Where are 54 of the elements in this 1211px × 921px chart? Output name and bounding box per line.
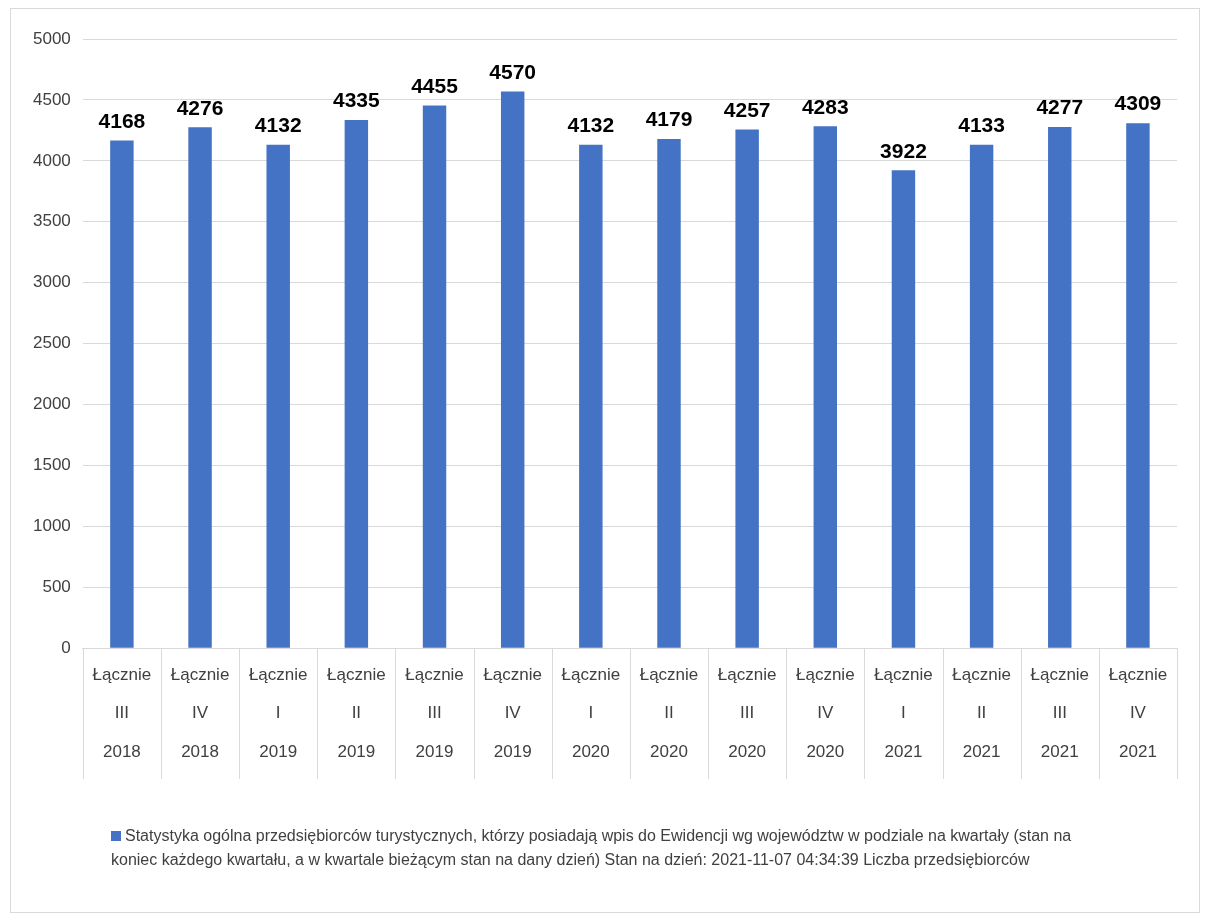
bar bbox=[422, 105, 447, 648]
data-label: 4455 bbox=[411, 73, 459, 97]
y-tick-label: 3000 bbox=[32, 272, 71, 292]
x-tick-label: Łącznie I 2020 bbox=[561, 665, 621, 761]
x-tick-label: Łącznie III 2021 bbox=[1030, 665, 1090, 761]
y-tick-label: 1000 bbox=[32, 516, 71, 536]
data-label: 4277 bbox=[1036, 95, 1084, 119]
x-tick-label: Łącznie III 2020 bbox=[717, 665, 777, 761]
data-label: 4132 bbox=[254, 113, 302, 137]
bar bbox=[735, 129, 759, 648]
x-tick-label: Łącznie IV 2018 bbox=[170, 665, 230, 761]
bar bbox=[344, 120, 369, 648]
y-tick-label: 4000 bbox=[32, 150, 71, 170]
x-tick-label: Łącznie IV 2019 bbox=[483, 665, 542, 761]
bar bbox=[813, 126, 838, 648]
data-label: 4309 bbox=[1114, 91, 1162, 115]
x-tick-label: Łącznie III 2019 bbox=[405, 665, 464, 761]
x-tick-label: Łącznie II 2021 bbox=[952, 665, 1011, 761]
data-label: 4276 bbox=[176, 95, 224, 119]
bar bbox=[1048, 127, 1072, 648]
bar bbox=[500, 91, 525, 648]
bar bbox=[266, 144, 290, 648]
y-tick-label: 2500 bbox=[32, 333, 71, 353]
y-tick-label: 5000 bbox=[32, 28, 71, 48]
bar bbox=[1126, 123, 1150, 648]
bar bbox=[969, 144, 994, 648]
x-tick-label: Łącznie IV 2020 bbox=[795, 665, 855, 761]
data-label: 4335 bbox=[333, 88, 381, 112]
data-label: 4570 bbox=[489, 59, 537, 83]
data-label: 4283 bbox=[801, 94, 849, 118]
y-tick-label: 4500 bbox=[32, 89, 71, 109]
bar bbox=[657, 139, 681, 648]
data-label: 4133 bbox=[958, 112, 1005, 136]
data-label: 4257 bbox=[723, 97, 771, 121]
data-label: 4132 bbox=[567, 113, 615, 137]
y-tick-label: 0 bbox=[61, 637, 71, 657]
bar bbox=[188, 127, 212, 648]
y-tick-label: 500 bbox=[42, 577, 71, 597]
y-tick-label: 3500 bbox=[32, 211, 71, 231]
x-tick-label: Łącznie II 2020 bbox=[639, 665, 699, 761]
x-tick-label: Łącznie I 2021 bbox=[874, 665, 933, 761]
x-tick-label: Łącznie III 2018 bbox=[92, 665, 152, 761]
x-tick-label: Łącznie IV 2021 bbox=[1108, 665, 1168, 761]
data-label: 4168 bbox=[98, 108, 146, 132]
bar bbox=[110, 140, 134, 648]
x-tick-label: Łącznie II 2019 bbox=[327, 665, 386, 761]
bar bbox=[579, 144, 603, 648]
x-tick-label: Łącznie I 2019 bbox=[248, 665, 308, 761]
y-tick-label: 2000 bbox=[32, 394, 71, 414]
bar bbox=[891, 170, 916, 648]
y-tick-label: 1500 bbox=[32, 455, 71, 475]
data-label: 4179 bbox=[645, 107, 693, 131]
data-label: 3922 bbox=[880, 138, 927, 162]
legend-label: Statystyka ogólna przedsiębiorców turystycznych, którzy posiadają wpis do Ewidencji wg województw w podziale na kwartały (stan na koniec każdego kwartału, a w kwartale bieżącym stan na dany dzień) Stan na dzień: 2021-11-07 04:34:39 Liczba przedsiębiorców bbox=[111, 826, 1073, 870]
